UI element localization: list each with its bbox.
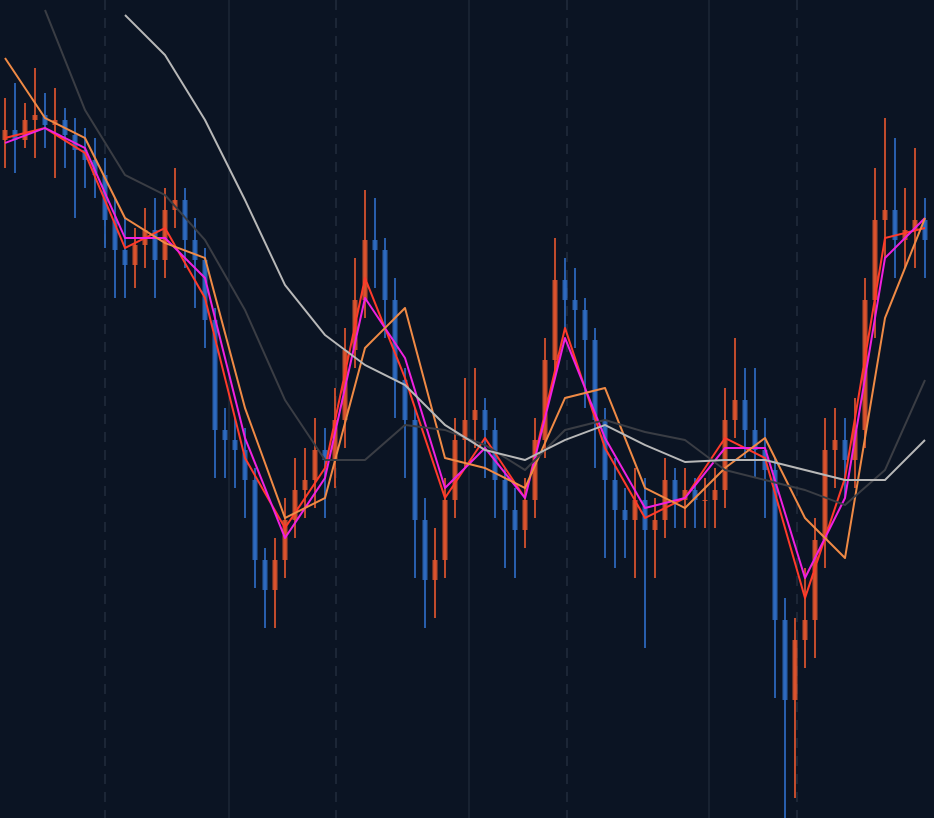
candle-body (692, 490, 698, 500)
candle-body (502, 480, 508, 510)
candle-body (332, 420, 338, 460)
candle-body (222, 430, 228, 440)
candle-body (702, 500, 708, 501)
candle-body (262, 560, 268, 590)
candle-body (532, 440, 538, 500)
candle-body (862, 300, 868, 430)
candle-body (42, 115, 48, 125)
candle-body (272, 560, 278, 590)
candle-body (92, 160, 98, 175)
candle-body (672, 480, 678, 500)
candle-body (722, 420, 728, 490)
candle-body (412, 420, 418, 520)
candle-body (552, 280, 558, 360)
candle-body (422, 520, 428, 580)
candle-body (312, 450, 318, 480)
candle-body (652, 520, 658, 530)
candle-body (192, 240, 198, 260)
candle-body (462, 420, 468, 440)
candle-body (632, 500, 638, 520)
candle-body (622, 510, 628, 520)
candle-body (122, 250, 128, 265)
candle-body (582, 310, 588, 340)
moving-average-line (4, 57, 926, 559)
candle-body (452, 440, 458, 500)
candle-body (642, 500, 648, 530)
candle-body (492, 430, 498, 480)
candle-body (162, 210, 168, 260)
candle-body (612, 480, 618, 510)
candle-body (472, 410, 478, 420)
candle-body (712, 490, 718, 500)
candle-body (742, 400, 748, 430)
candle-body (902, 230, 908, 240)
candle-body (392, 300, 398, 380)
candle-body (562, 280, 568, 300)
candle-body (22, 120, 28, 140)
candle-body (182, 200, 188, 240)
candle-body (2, 130, 8, 140)
candle-body (842, 440, 848, 460)
candle-body (512, 510, 518, 530)
candle-body (252, 480, 258, 560)
candle-body (402, 380, 408, 420)
candle-body (812, 540, 818, 620)
candle-body (922, 220, 928, 240)
candle-body (662, 480, 668, 520)
candle-body (202, 260, 208, 320)
moving-average-line (44, 9, 926, 506)
candle-body (682, 490, 688, 500)
candle-body (232, 440, 238, 450)
candle-body (732, 400, 738, 420)
candle-body (782, 620, 788, 700)
candle-body (362, 240, 368, 300)
candle-body (132, 245, 138, 265)
candle-body (542, 360, 548, 440)
candle-body (112, 220, 118, 250)
candle-body (432, 560, 438, 580)
candle-body (822, 450, 828, 540)
candle-body (522, 500, 528, 530)
candle-body (802, 620, 808, 640)
candle-body (372, 240, 378, 250)
candle-body (442, 500, 448, 560)
candle-body (572, 300, 578, 310)
candle-body (852, 430, 858, 460)
candle-body (792, 640, 798, 700)
candle-body (302, 480, 308, 490)
candle-body (892, 210, 898, 240)
candle-body (292, 490, 298, 520)
candle-body (592, 340, 598, 420)
candle-body (242, 450, 248, 480)
candle-body (872, 220, 878, 300)
candle-body (32, 115, 38, 120)
candle-body (152, 230, 158, 260)
candle-body (882, 210, 888, 220)
candle-body (102, 175, 108, 220)
candle-body (912, 220, 918, 230)
candle-body (282, 520, 288, 560)
candle-body (382, 250, 388, 300)
candle-body (752, 430, 758, 450)
candle-body (832, 440, 838, 450)
candle-body (322, 450, 328, 460)
moving-average-line (124, 14, 926, 481)
candle-body (482, 410, 488, 430)
candle-body (772, 470, 778, 620)
candle-body (212, 320, 218, 430)
